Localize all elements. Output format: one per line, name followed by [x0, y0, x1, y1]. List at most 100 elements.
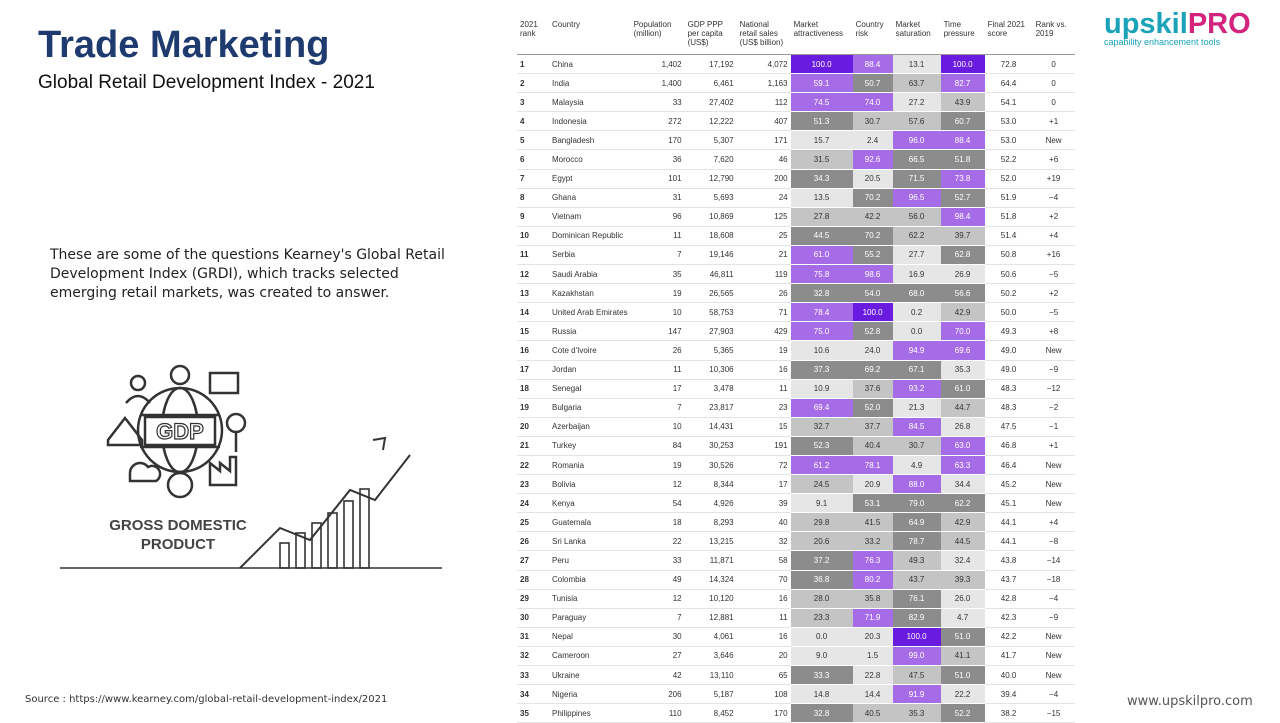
table-cell: 52.2	[940, 703, 985, 723]
country-cell: Egypt	[549, 169, 631, 189]
table-cell: 51.9	[984, 188, 1033, 208]
table-cell: New	[1032, 455, 1075, 476]
table-cell: 14,431	[684, 417, 737, 437]
table-cell: 22	[630, 531, 685, 552]
table-cell: 12,790	[684, 169, 737, 189]
table-cell: 12,881	[684, 608, 737, 628]
country-cell: Kenya	[549, 493, 631, 514]
table-cell: 44.1	[984, 512, 1033, 533]
table-cell: 34	[517, 684, 549, 705]
country-cell: Nepal	[549, 627, 631, 647]
table-cell: 21.3	[892, 398, 941, 418]
table-cell: 5	[517, 130, 549, 151]
table-cell: 108	[736, 684, 791, 705]
country-cell: Indonesia	[549, 111, 631, 132]
table-cell: 44.1	[984, 531, 1033, 552]
table-cell: 42.8	[984, 589, 1033, 609]
country-cell: Romania	[549, 455, 631, 476]
table-cell: 39.3	[940, 570, 985, 590]
country-cell: Turkey	[549, 436, 631, 456]
table-cell: 19	[630, 283, 685, 304]
trend-arrow	[372, 436, 387, 451]
table-cell: 40.0	[984, 665, 1033, 686]
column-header: Time pressure	[940, 18, 985, 55]
table-cell: +1	[1032, 436, 1075, 456]
table-cell: 46.4	[984, 455, 1033, 476]
table-cell: 20	[736, 646, 791, 667]
sun-icon	[169, 364, 191, 386]
column-header: Rank vs. 2019	[1032, 18, 1075, 55]
table-cell: 1,402	[630, 54, 685, 75]
table-cell: 119	[736, 264, 791, 285]
caption: PRODUCT	[141, 536, 215, 553]
table-cell: 9.1	[790, 493, 853, 514]
country-cell: Saudi Arabia	[549, 264, 631, 285]
table-cell: 22.2	[940, 684, 985, 705]
table-row: 32 Cameroon 27 3,646 20 9.0 1.5 99.0 41.1 41.7 New	[517, 646, 1075, 667]
table-cell: 100.0	[852, 302, 893, 323]
table-row: 26 Sri Lanka 22 13,215 32 20.6 33.2 78.7 44.5 44.…	[517, 531, 1075, 552]
table-cell: 56.6	[940, 283, 985, 304]
column-header: Market saturation	[892, 18, 941, 55]
table-cell: 63.7	[892, 73, 941, 94]
country-cell: Morocco	[549, 149, 631, 170]
table-cell: −18	[1032, 570, 1075, 590]
table-cell: 50.7	[852, 73, 893, 94]
table-cell: 191	[736, 436, 791, 456]
table-cell: 34.4	[940, 474, 985, 495]
table-cell: 27.8	[790, 207, 853, 227]
table-cell: 79.0	[892, 493, 941, 514]
table-cell: 48.3	[984, 379, 1033, 399]
monitor-icon	[208, 371, 240, 395]
table-cell: 206	[630, 684, 685, 705]
table-cell: 7	[630, 398, 685, 418]
table-cell: 63.3	[940, 455, 985, 476]
column-header: National retail sales (US$ billion)	[736, 18, 791, 55]
table-cell: 23.3	[790, 608, 853, 628]
table-cell: 13,215	[684, 531, 737, 552]
table-row: 23 Bolivia 12 8,344 17 24.5 20.9 88.0 34.4 45.2 Ne…	[517, 474, 1075, 495]
table-row: 15 Russia 147 27,903 429 75.0 52.8 0.0 70.0 49.3 +…	[517, 321, 1075, 342]
table-cell: 48.3	[984, 398, 1033, 418]
table-cell: 44.7	[940, 398, 985, 418]
table-cell: 96.0	[892, 130, 941, 151]
table-cell: 46,811	[684, 264, 737, 285]
table-cell: 51.4	[984, 226, 1033, 246]
country-cell: Dominican Republic	[549, 226, 631, 246]
table-row: 28 Colombia 49 14,324 70 36.8 80.2 43.7 39.3 43.7…	[517, 570, 1075, 590]
table-cell: 24.0	[852, 340, 893, 361]
table-cell: −4	[1032, 589, 1075, 609]
table-cell: 52.0	[984, 169, 1033, 189]
person-icon	[125, 394, 151, 404]
table-row: 31 Nepal 30 4,061 16 0.0 20.3 100.0 51.0 42.2 New	[517, 627, 1075, 647]
table-cell: 30	[517, 608, 549, 628]
table-cell: 78.4	[790, 302, 853, 323]
table-cell: 41.7	[984, 646, 1033, 667]
country-cell: Vietnam	[549, 207, 631, 227]
table-cell: 4,061	[684, 627, 737, 647]
table-cell: 12,222	[684, 111, 737, 132]
table-cell: 2	[517, 73, 549, 94]
table-cell: 170	[630, 130, 685, 151]
table-cell: 1,400	[630, 73, 685, 94]
table-cell: 20.9	[852, 474, 893, 495]
table-cell: 32	[517, 646, 549, 667]
table-cell: −5	[1032, 264, 1075, 285]
logo: upskilPRO capability enhancement tools	[1104, 8, 1274, 47]
table-cell: 33.2	[852, 531, 893, 552]
table-cell: 27	[630, 646, 685, 667]
table-row: 21 Turkey 84 30,253 191 52.3 40.4 30.7 63.0 46.8 +…	[517, 436, 1075, 456]
table-cell: 49.3	[984, 321, 1033, 342]
table-cell: 70.2	[852, 226, 893, 246]
table-row: 27 Peru 33 11,871 58 37.2 76.3 49.3 32.4 43.8 −14	[517, 550, 1075, 571]
table-cell: 26	[736, 283, 791, 304]
table-cell: 30,526	[684, 455, 737, 476]
table-cell: 5,307	[684, 130, 737, 151]
table-row: 7 Egypt 101 12,790 200 34.3 20.5 71.5 73.8 52.0 +1…	[517, 169, 1075, 189]
table-cell: 23,817	[684, 398, 737, 418]
tree-icon	[225, 412, 247, 434]
table-cell: 37.3	[790, 360, 853, 380]
table-cell: 147	[630, 321, 685, 342]
table-cell: 26.0	[940, 589, 985, 609]
table-cell: 11	[630, 226, 685, 246]
